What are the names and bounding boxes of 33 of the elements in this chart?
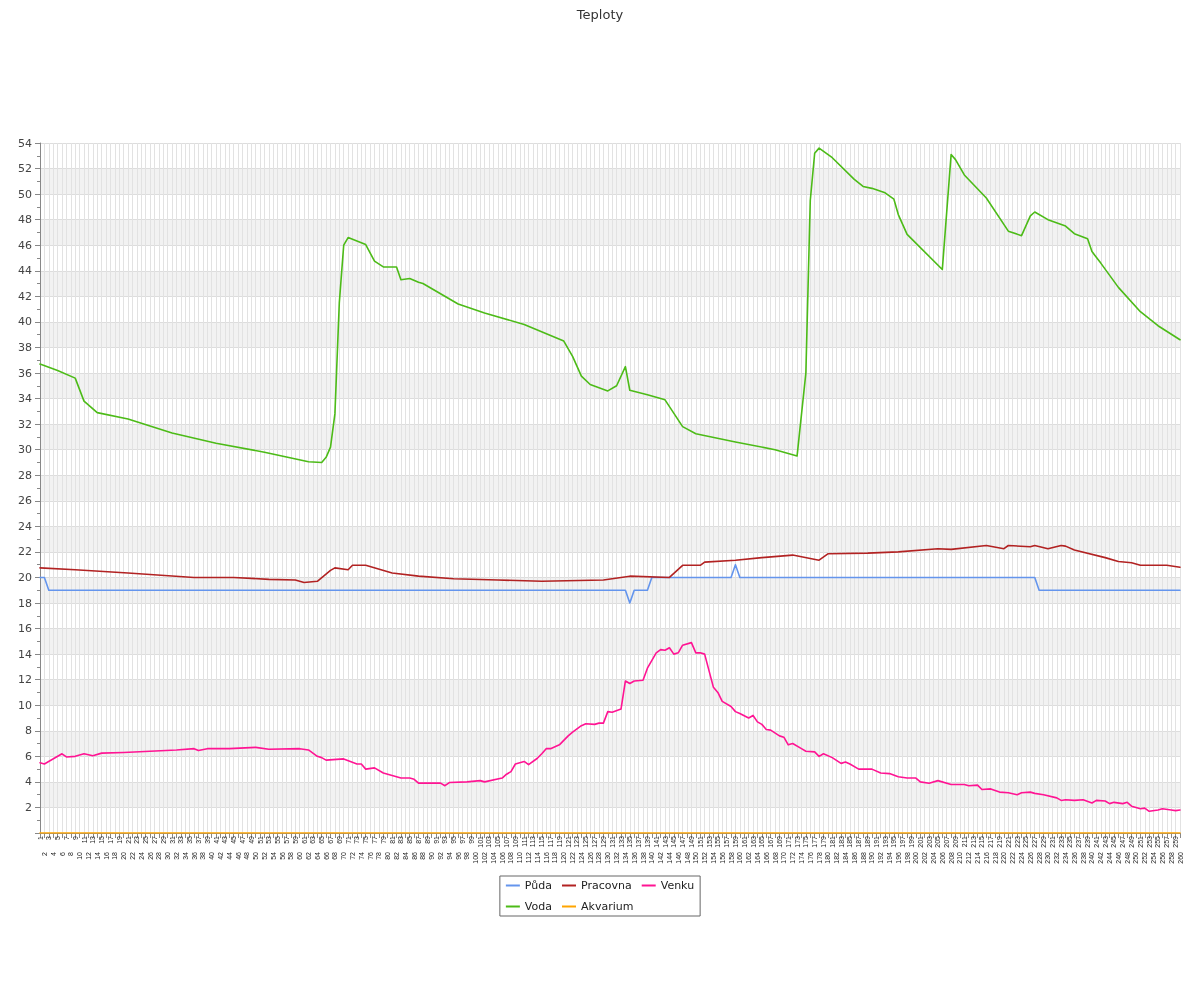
y-tick-label: 28 (18, 468, 32, 482)
y-tick-label: 32 (18, 417, 32, 431)
legend-label: Akvarium (581, 900, 634, 913)
y-tick-label: 4 (25, 775, 32, 789)
y-tick-label: 14 (18, 647, 32, 661)
y-tick-label: 50 (18, 187, 32, 201)
y-tick-label: 12 (18, 673, 32, 687)
legend-label: Pracovna (581, 879, 632, 892)
legend-label: Voda (524, 900, 552, 913)
y-tick-label: 10 (18, 698, 32, 712)
y-tick-label: 6 (25, 749, 32, 763)
y-tick-label: 24 (18, 519, 32, 533)
y-tick-label: 34 (18, 392, 32, 406)
y-tick-label: 2 (25, 800, 32, 814)
y-tick-label: 46 (18, 238, 32, 252)
y-tick-label: 26 (18, 494, 32, 508)
y-tick-label: 44 (18, 264, 32, 278)
y-tick-label: 38 (18, 340, 32, 354)
y-tick-label: 36 (18, 366, 32, 380)
y-tick-label: 16 (18, 622, 32, 636)
y-tick-label: 18 (18, 596, 32, 610)
y-tick-label: 40 (18, 315, 32, 329)
y-tick-label: 22 (18, 545, 32, 559)
legend-label: Venku (660, 879, 695, 892)
y-tick-label: 20 (18, 570, 32, 584)
y-tick-label: 30 (18, 443, 32, 457)
chart-title: Teploty (575, 7, 624, 22)
legend-label: Půda (524, 879, 553, 892)
y-tick-label: 42 (18, 289, 32, 303)
y-tick-label: 48 (18, 213, 32, 227)
y-tick-label: 52 (18, 162, 32, 176)
y-tick-label: 54 (18, 136, 32, 150)
y-tick-label: 8 (25, 724, 32, 738)
